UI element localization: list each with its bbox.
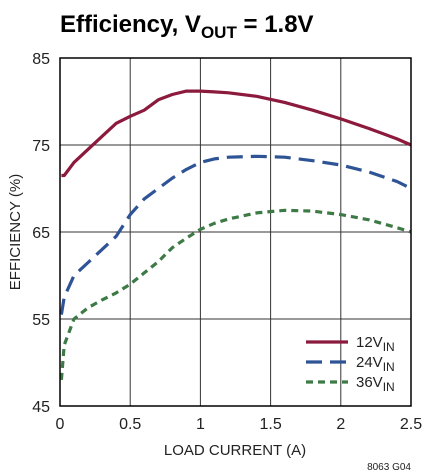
tick-labels: 0 0.5 1 1.5 2 2.5 45 55 65 75 85 (32, 51, 422, 433)
y-tick-label: 45 (32, 399, 50, 416)
x-tick-label: 1.5 (259, 416, 281, 433)
chart-title-subscript: OUT (201, 23, 238, 42)
figure-code: 8063 G04 (367, 462, 411, 473)
y-tick-label: 55 (32, 312, 50, 329)
x-tick-label: 1 (196, 416, 205, 433)
legend-label: 24VIN (356, 354, 395, 374)
series-line-36v (59, 208, 412, 381)
y-tick-label: 85 (32, 51, 50, 68)
x-tick-label: 0.5 (119, 416, 141, 433)
y-tick-label: 65 (32, 225, 50, 242)
legend-label: 36VIN (356, 374, 395, 394)
chart-title: Efficiency, VOUT = 1.8V (60, 11, 314, 42)
x-tick-label: 2 (336, 416, 345, 433)
y-axis-label: EFFICIENCY (%) (7, 174, 24, 290)
series-line-24v (59, 154, 412, 315)
plot-frame (59, 57, 412, 407)
series-line-12v (61, 89, 412, 178)
chart-title-tail: = 1.8V (237, 11, 314, 38)
legend-label: 12VIN (356, 334, 395, 354)
x-axis-label: LOAD CURRENT (A) (164, 442, 306, 459)
x-tick-label: 2.5 (400, 416, 422, 433)
chart-title-main: Efficiency, V (60, 11, 201, 38)
x-tick-label: 0 (56, 416, 65, 433)
series-lines (59, 89, 412, 381)
y-tick-label: 75 (32, 138, 50, 155)
